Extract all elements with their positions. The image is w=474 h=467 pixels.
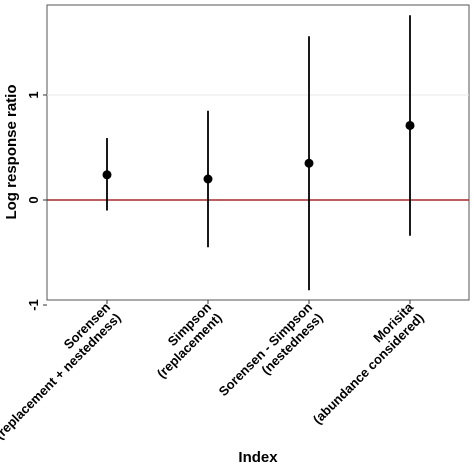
x-tick-label-line: (abundance considered)	[310, 310, 427, 427]
x-tick-label: Sorensen - Simpson(nestedness)	[216, 299, 326, 409]
data-point	[405, 120, 415, 130]
plot-frame	[46, 4, 470, 301]
x-tick-label-line: (replacement + nestedness)	[0, 310, 124, 442]
data-marks	[102, 15, 415, 291]
data-point	[304, 158, 314, 168]
x-tick-label-line: Sorensen - Simpson	[216, 299, 316, 399]
data-point	[203, 174, 213, 184]
x-axis-title: Index	[238, 449, 278, 466]
data-point	[102, 170, 112, 180]
x-tick-label: Simpson(replacement)	[143, 299, 225, 381]
y-axis: -1 0 1	[26, 91, 47, 311]
y-tick-label: -1	[26, 299, 41, 311]
y-tick-label: 0	[26, 196, 41, 203]
y-axis-title: Log response ratio	[3, 84, 20, 219]
y-tick-label: 1	[26, 91, 41, 98]
x-axis: Sorensen(replacement + nestedness) Simpso…	[0, 299, 427, 442]
x-tick-label: Sorensen(replacement + nestedness)	[0, 299, 124, 442]
